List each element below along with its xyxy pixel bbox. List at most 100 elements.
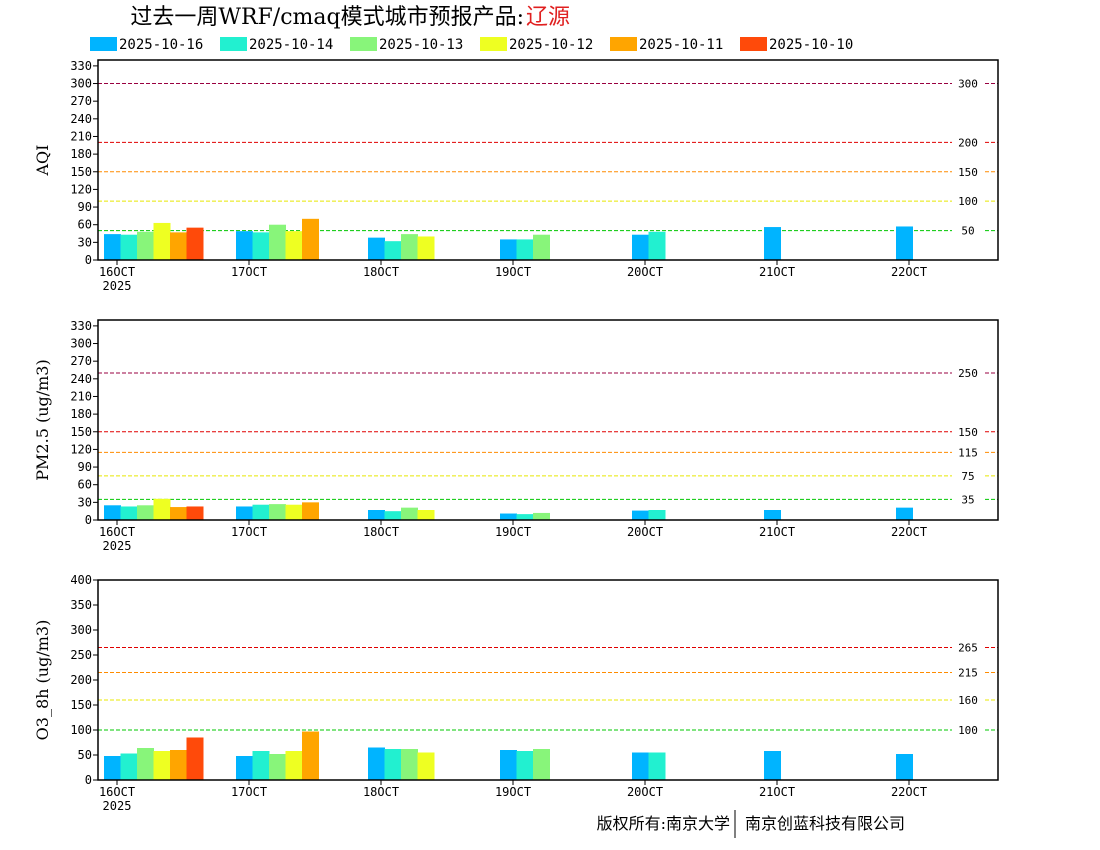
bar-2025-10-10-16OCT: [186, 227, 204, 260]
legend-label-2025-10-11: 2025-10-11: [639, 37, 723, 53]
x-tick-label: 22OCT: [891, 265, 927, 279]
x-tick-label: 22OCT: [891, 525, 927, 539]
bar-2025-10-14-16OCT: [120, 753, 138, 780]
legend-label-2025-10-10: 2025-10-10: [769, 37, 853, 53]
plot-frame: [97, 579, 999, 781]
bar-2025-10-13-16OCT: [137, 231, 154, 260]
y-tick-label: 100: [70, 723, 92, 737]
bar-2025-10-13-19OCT: [533, 749, 550, 780]
threshold-label: 215: [958, 667, 978, 680]
legend-swatch-2025-10-16: [90, 37, 117, 51]
y-tick-label: 240: [70, 372, 92, 386]
bar-2025-10-16-18OCT: [368, 747, 385, 780]
y-tick-label: 0: [85, 773, 92, 787]
y-tick-label: 200: [70, 673, 92, 687]
bar-2025-10-12-17OCT: [285, 231, 303, 260]
y-tick-label: 150: [70, 425, 92, 439]
bar-2025-10-14-19OCT: [516, 514, 534, 520]
x-tick-label: 16OCT: [99, 525, 135, 539]
threshold-label: 200: [958, 136, 978, 149]
y-tick-label: 210: [70, 129, 92, 143]
plot-frame: [97, 59, 999, 261]
x-tick-label: 19OCT: [495, 265, 531, 279]
legend-swatch-2025-10-10: [740, 37, 767, 51]
bar-2025-10-13-18OCT: [401, 234, 418, 260]
x-tick-label: 18OCT: [363, 785, 399, 799]
bar-2025-10-14-17OCT: [252, 232, 270, 260]
x-tick-label: 18OCT: [363, 265, 399, 279]
panel-1: AQI 0 30 60 90 120 150 180 210 240 270 300 330 50 100 1…: [33, 59, 999, 293]
bar-2025-10-16-21OCT: [764, 751, 781, 780]
bar-2025-10-16-16OCT: [104, 234, 121, 260]
bar-2025-10-16-22OCT: [896, 754, 913, 780]
bar-2025-10-12-18OCT: [417, 510, 435, 520]
bar-2025-10-11-16OCT: [170, 232, 187, 260]
y-tick-label: 240: [70, 112, 92, 126]
bar-2025-10-12-16OCT: [153, 222, 171, 260]
bar-2025-10-16-16OCT: [104, 756, 121, 780]
threshold-label: 150: [958, 426, 978, 439]
legend-swatch-2025-10-12: [480, 37, 507, 51]
threshold-label: 160: [958, 694, 978, 707]
bar-2025-10-12-18OCT: [417, 236, 435, 260]
threshold-label: 115: [958, 446, 978, 459]
y-tick-label: 330: [70, 319, 92, 333]
bar-2025-10-16-17OCT: [236, 506, 253, 520]
bar-2025-10-10-16OCT: [186, 506, 204, 520]
bar-2025-10-11-17OCT: [302, 218, 319, 260]
y-tick-label: 120: [70, 182, 92, 196]
legend-label-2025-10-16: 2025-10-16: [119, 37, 203, 53]
bar-2025-10-13-18OCT: [401, 507, 418, 520]
y-tick-label: 300: [70, 623, 92, 637]
chart-title-city: 辽源: [526, 5, 570, 30]
bar-2025-10-16-21OCT: [764, 227, 781, 260]
x-tick-label: 20OCT: [627, 525, 663, 539]
bar-2025-10-14-20OCT: [648, 231, 666, 260]
x-tick-label: 16OCT: [99, 265, 135, 279]
threshold-label: 250: [958, 367, 978, 380]
x-tick-label: 17OCT: [231, 265, 267, 279]
footer-company: 南京创蓝科技有限公司: [745, 814, 905, 833]
x-tick-label: 19OCT: [495, 525, 531, 539]
x-tick-label: 17OCT: [231, 525, 267, 539]
bar-2025-10-16-17OCT: [236, 231, 253, 260]
y-axis-title: AQI: [33, 145, 52, 177]
y-tick-label: 0: [85, 253, 92, 267]
y-tick-label: 300: [70, 77, 92, 91]
bar-2025-10-14-20OCT: [648, 752, 666, 780]
legend-swatch-2025-10-13: [350, 37, 377, 51]
y-tick-label: 90: [78, 460, 92, 474]
y-tick-label: 270: [70, 354, 92, 368]
bar-2025-10-13-19OCT: [533, 512, 550, 520]
y-tick-label: 300: [70, 337, 92, 351]
legend: 2025-10-16 2025-10-14 2025-10-13 2025-10-12…: [90, 37, 853, 53]
y-tick-label: 50: [78, 748, 92, 762]
bar-2025-10-16-17OCT: [236, 756, 253, 780]
bar-2025-10-14-20OCT: [648, 510, 666, 520]
threshold-label: 300: [958, 78, 978, 91]
bar-2025-10-16-20OCT: [632, 752, 649, 780]
x-tick-label: 18OCT: [363, 525, 399, 539]
threshold-label: 35: [961, 493, 974, 506]
chart-panels: AQI0306090120150180210240270300330501001…: [33, 59, 999, 813]
x-tick-year: 2025: [103, 799, 132, 813]
y-tick-label: 250: [70, 648, 92, 662]
bar-2025-10-16-16OCT: [104, 505, 121, 520]
y-tick-label: 150: [70, 165, 92, 179]
bar-2025-10-16-18OCT: [368, 237, 385, 260]
bar-2025-10-14-17OCT: [252, 504, 270, 520]
legend-swatch-2025-10-14: [220, 37, 247, 51]
threshold-label: 150: [958, 166, 978, 179]
x-tick-label: 16OCT: [99, 785, 135, 799]
y-tick-label: 120: [70, 442, 92, 456]
panel-3: O3_8h (ug/m3) 0 50 100 150 200 250 300 350 400 100…: [33, 573, 999, 813]
x-tick-label: 20OCT: [627, 265, 663, 279]
bar-2025-10-16-19OCT: [500, 750, 517, 780]
x-tick-label: 21OCT: [759, 525, 795, 539]
y-tick-label: 180: [70, 407, 92, 421]
bar-2025-10-16-20OCT: [632, 234, 649, 260]
threshold-label: 75: [961, 470, 974, 483]
chart-title: 过去一周WRF/cmaq模式城市预报产品:: [130, 5, 524, 30]
y-tick-label: 350: [70, 598, 92, 612]
